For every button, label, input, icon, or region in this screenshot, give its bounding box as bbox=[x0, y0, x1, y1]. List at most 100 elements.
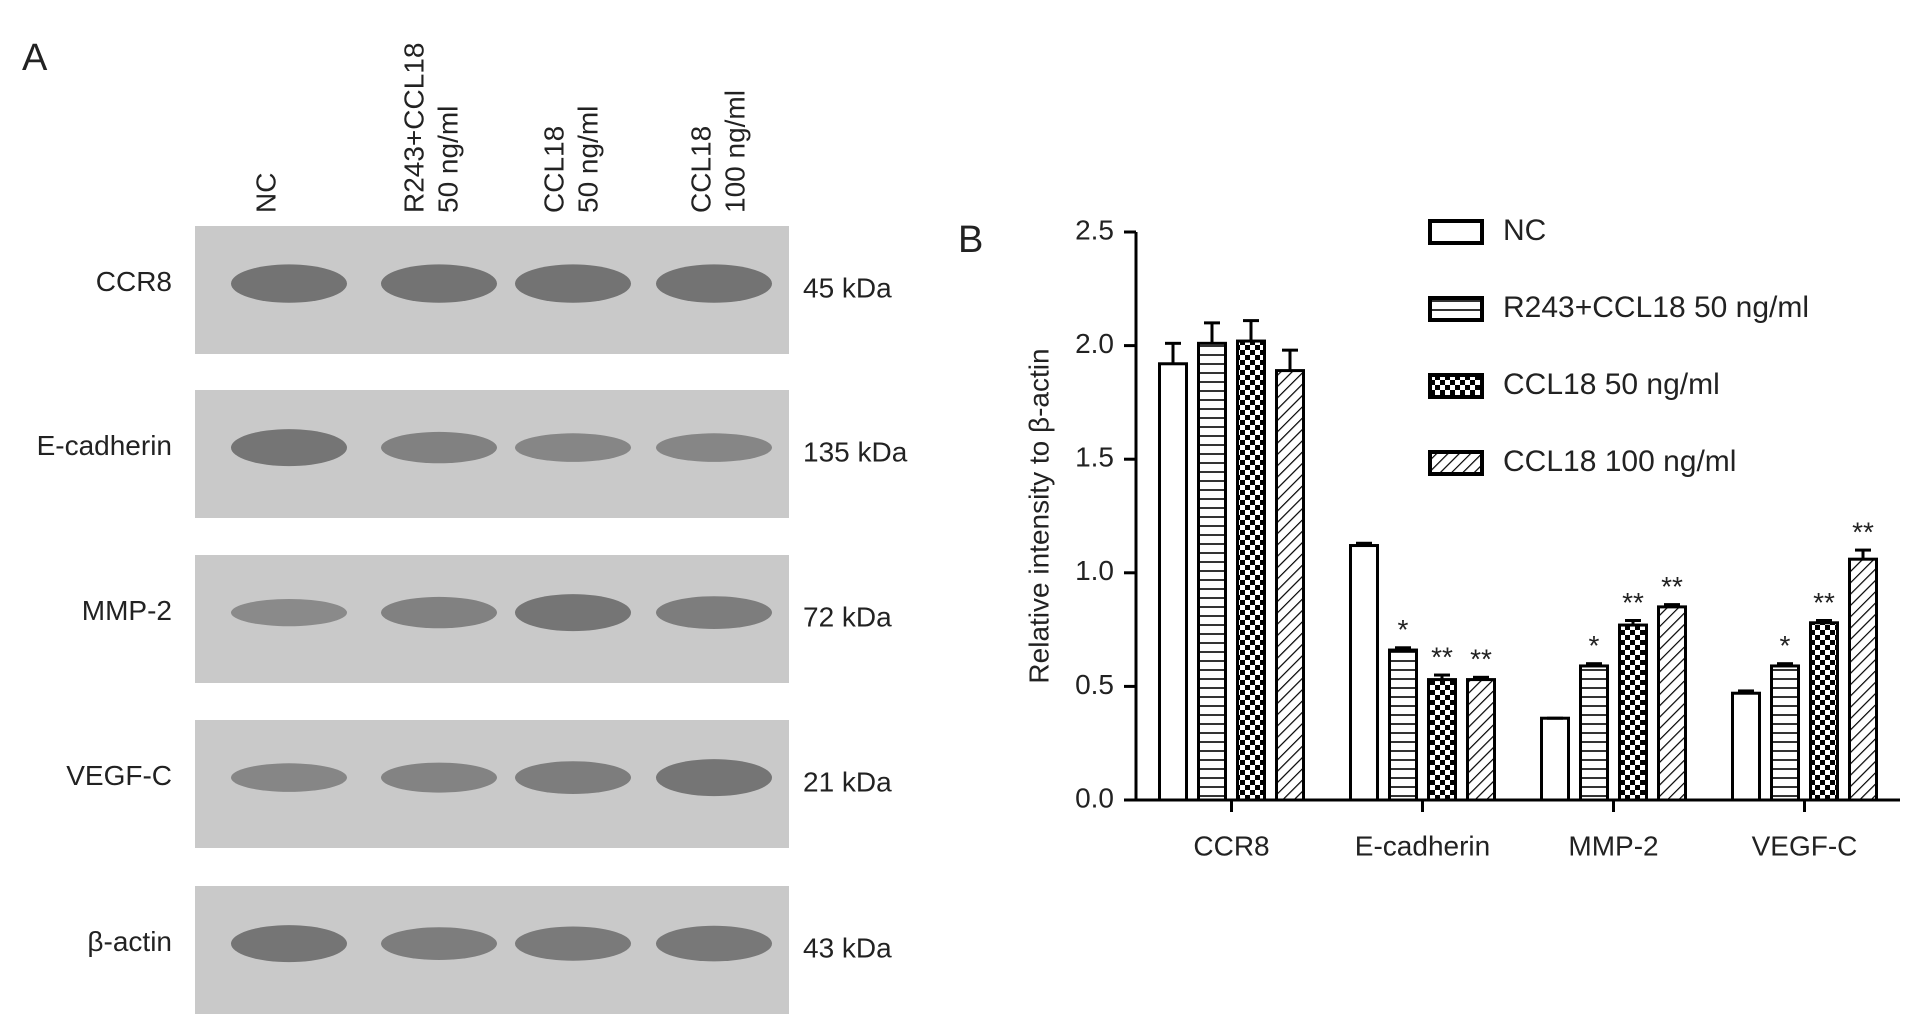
error-bar bbox=[1243, 319, 1259, 342]
band bbox=[515, 433, 631, 462]
x-tick-label: E-cadherin bbox=[1355, 830, 1490, 861]
band bbox=[515, 264, 631, 303]
bar bbox=[1731, 691, 1761, 802]
significance: ** bbox=[1813, 587, 1835, 618]
size-label: 135 kDa bbox=[803, 436, 908, 467]
error-bar bbox=[1855, 548, 1871, 560]
bar bbox=[1540, 716, 1570, 802]
x-tick-label: MMP-2 bbox=[1568, 830, 1658, 861]
y-axis-label: Relative intensity to β-actin bbox=[1023, 348, 1054, 683]
lane-label: CCL18 100 ng/ml bbox=[685, 90, 750, 213]
band bbox=[381, 596, 497, 629]
bar bbox=[1349, 544, 1379, 802]
lane-label: CCL18 50 ng/ml bbox=[538, 106, 603, 213]
error-bar bbox=[1738, 689, 1754, 694]
band bbox=[656, 925, 772, 962]
lane-label-line: NC bbox=[250, 173, 281, 213]
band bbox=[656, 433, 772, 462]
bar bbox=[1388, 648, 1418, 802]
error-bar bbox=[1664, 603, 1680, 607]
y-tick-label: 2.5 bbox=[1075, 214, 1114, 245]
error-bar bbox=[1356, 541, 1372, 546]
lane-label-line: 100 ng/ml bbox=[719, 90, 750, 213]
bar bbox=[1197, 341, 1227, 802]
band bbox=[381, 927, 497, 960]
bar bbox=[1618, 623, 1648, 802]
legend-label: NC bbox=[1503, 214, 1546, 247]
row-label: MMP-2 bbox=[82, 595, 172, 626]
error-bar bbox=[1434, 673, 1450, 680]
legend-swatch bbox=[1428, 219, 1484, 245]
error-bar bbox=[1473, 675, 1489, 680]
band bbox=[231, 264, 347, 303]
band bbox=[381, 762, 497, 793]
band bbox=[515, 926, 631, 961]
significance: * bbox=[1780, 630, 1791, 661]
error-bar bbox=[1282, 348, 1298, 371]
panel-label: A bbox=[22, 37, 48, 79]
legend-swatch bbox=[1428, 373, 1484, 399]
band bbox=[231, 925, 347, 963]
error-bar bbox=[1395, 646, 1411, 651]
x-tick-label: CCR8 bbox=[1193, 830, 1269, 861]
x-tick-label: VEGF-C bbox=[1752, 830, 1858, 861]
bar-chart: 0.0 0.5 1.0 1.5 2.0 2.5 Relative intensity to … bbox=[1023, 214, 1900, 861]
legend-swatch bbox=[1428, 296, 1484, 322]
bar bbox=[1275, 369, 1305, 802]
western-blot: NC R243+CCL18 50 ng/ml CCL18 50 ng/ml CCL18 10… bbox=[37, 43, 908, 1014]
bar bbox=[1236, 339, 1266, 802]
bar bbox=[1848, 557, 1878, 802]
lane-label-line: R243+CCL18 bbox=[398, 43, 429, 213]
y-tick-label: 1.0 bbox=[1075, 555, 1114, 586]
bar bbox=[1466, 678, 1496, 802]
size-label: 21 kDa bbox=[803, 766, 892, 797]
y-tick-label: 0.0 bbox=[1075, 782, 1114, 813]
significance: ** bbox=[1622, 587, 1644, 618]
legend-label: R243+CCL18 50 ng/ml bbox=[1503, 291, 1809, 324]
significance: ** bbox=[1470, 644, 1492, 675]
y-tick-label: 2.0 bbox=[1075, 328, 1114, 359]
bar bbox=[1809, 621, 1839, 802]
lane-label-line: 50 ng/ml bbox=[572, 106, 603, 213]
band bbox=[656, 596, 772, 629]
lane-label: R243+CCL18 50 ng/ml bbox=[398, 43, 463, 213]
band bbox=[515, 594, 631, 632]
lane-label-line: CCL18 bbox=[685, 126, 716, 213]
significance: ** bbox=[1852, 516, 1874, 547]
band bbox=[656, 264, 772, 303]
band bbox=[381, 431, 497, 464]
lane-label-line: 50 ng/ml bbox=[432, 106, 463, 213]
band bbox=[231, 763, 347, 792]
row-label: VEGF-C bbox=[66, 760, 172, 791]
significance: ** bbox=[1431, 641, 1453, 672]
significance: * bbox=[1589, 630, 1600, 661]
size-label: 72 kDa bbox=[803, 601, 892, 632]
error-bar bbox=[1777, 662, 1793, 666]
error-bar bbox=[1204, 321, 1220, 344]
band bbox=[231, 429, 347, 467]
error-bar bbox=[1586, 662, 1602, 666]
legend-label: CCL18 50 ng/ml bbox=[1503, 368, 1720, 401]
y-tick-label: 1.5 bbox=[1075, 442, 1114, 473]
row-label: E-cadherin bbox=[37, 430, 172, 461]
band bbox=[231, 599, 347, 627]
y-tick-label: 0.5 bbox=[1075, 669, 1114, 700]
size-label: 43 kDa bbox=[803, 932, 892, 963]
bar bbox=[1770, 664, 1800, 802]
error-bar bbox=[1625, 619, 1641, 626]
bar bbox=[1657, 605, 1687, 802]
lane-label-line: CCL18 bbox=[538, 126, 569, 213]
panel-label: B bbox=[958, 219, 983, 261]
row-label: β-actin bbox=[87, 926, 172, 957]
size-label: 45 kDa bbox=[803, 272, 892, 303]
lane-label: NC bbox=[250, 173, 281, 213]
error-bar bbox=[1165, 341, 1181, 364]
bar bbox=[1158, 362, 1188, 802]
significance: ** bbox=[1661, 571, 1683, 602]
band bbox=[515, 761, 631, 794]
error-bar bbox=[1816, 619, 1832, 623]
band bbox=[656, 759, 772, 797]
row-label: CCR8 bbox=[96, 266, 172, 297]
legend-label: CCL18 100 ng/ml bbox=[1503, 445, 1736, 478]
